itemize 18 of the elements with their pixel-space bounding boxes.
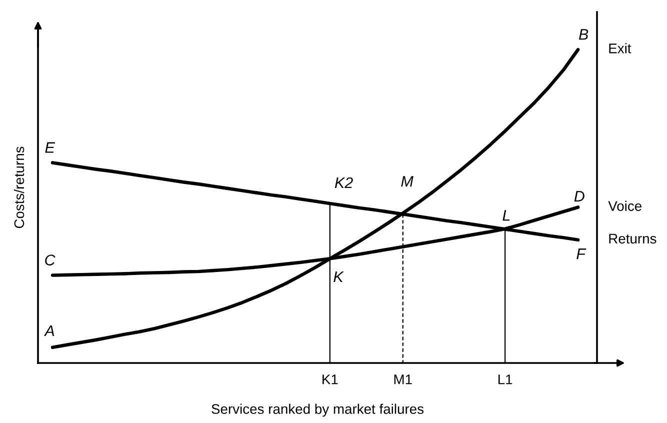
annotation: F	[576, 248, 586, 260]
text: Returns	[609, 234, 656, 244]
x-tick-label: K1	[322, 374, 338, 384]
x-axis-title: Services ranked by market failures	[212, 404, 424, 417]
y-axis-title: Costs/returns	[14, 146, 24, 228]
text: Voice	[608, 200, 642, 211]
annotation: M	[401, 176, 414, 187]
annotation: K	[334, 272, 344, 282]
annotation: L	[502, 210, 510, 221]
annotation: D	[574, 190, 584, 202]
text: B	[578, 29, 588, 40]
annotation: A	[44, 325, 54, 336]
annotation: C	[45, 254, 56, 266]
x-tick-label: M1	[394, 374, 412, 384]
x-tick-label: L1	[498, 374, 512, 384]
annotation: K2	[334, 177, 353, 188]
annotation: E	[45, 142, 56, 153]
text: Exit	[609, 43, 632, 54]
